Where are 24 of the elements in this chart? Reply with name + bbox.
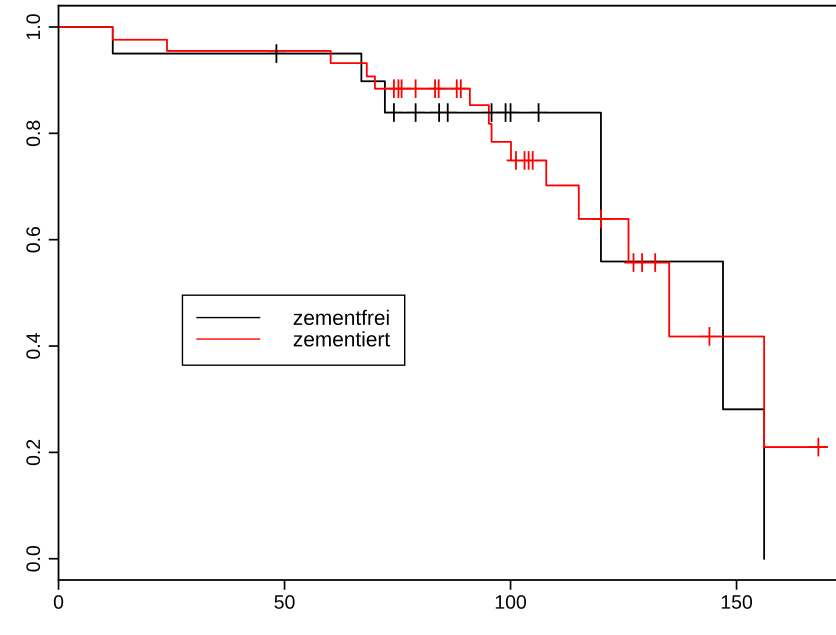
x-tick-label: 150 (722, 595, 752, 609)
x-tick-label: 0 (54, 595, 64, 609)
point (808, 436, 829, 458)
x-tick-label: 100 (496, 595, 526, 609)
y-tick-label: 1.0 (26, 14, 40, 40)
y-tick-label: 0.0 (26, 546, 40, 572)
y-tick-label: 0.8 (26, 120, 40, 146)
y-tick-label: 0.6 (26, 227, 40, 252)
point (428, 78, 449, 99)
x-tick-label: 50 (274, 595, 295, 609)
legend-label: zementiert (294, 331, 390, 347)
point (528, 102, 549, 123)
point (384, 102, 404, 123)
y-tick-label: 0.4 (26, 333, 40, 359)
point (590, 208, 612, 230)
point (405, 78, 426, 99)
point (644, 252, 666, 273)
point (405, 102, 426, 123)
point (699, 326, 720, 347)
point (500, 102, 521, 123)
y-tick-label: 0.2 (26, 440, 40, 466)
legend-label: zementfrei (294, 310, 389, 326)
point (450, 78, 472, 99)
point (266, 43, 287, 64)
